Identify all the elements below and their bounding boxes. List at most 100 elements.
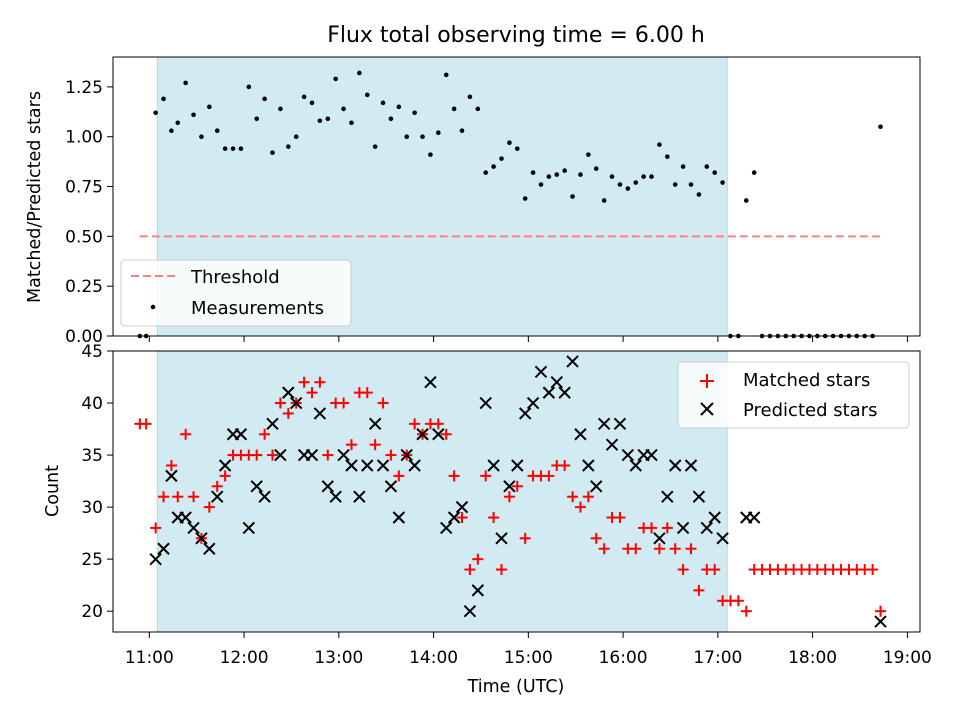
matched-star-point [448,470,460,482]
matched-star-point [322,449,334,461]
predicted-legend-label: Predicted stars [743,400,877,421]
matched-star-point [519,532,531,544]
measurement-point [293,134,299,140]
measurement-point [278,106,283,112]
predicted-star-point [400,448,413,462]
predicted-star-stroke-b [526,396,540,410]
measurement-point [665,154,670,159]
predicted-star-point [329,490,342,503]
predicted-star-point [361,459,374,472]
predicted-star-point [250,480,263,493]
measurement-point [522,196,528,201]
predicted-star-stroke-b [321,480,334,493]
measurement-point [214,128,220,134]
predicted-star-point [479,396,492,410]
measurement-point [420,134,425,140]
count-legend: Matched stars Predicted stars [677,361,910,429]
measurement-point [349,120,354,126]
predicted-star-point [582,459,595,472]
measurement-point [688,182,694,187]
matched-star-point [393,470,405,482]
measurement-point [436,130,441,136]
predicted-star-point [321,480,334,493]
matched-star-point [440,428,452,440]
predicted-star-point [495,532,508,545]
matched-star-point [306,387,318,399]
predicted-star-point [337,448,350,462]
predicted-star-stroke-b [597,417,611,431]
matched-star-point [211,480,223,492]
matched-star-point [582,491,594,503]
measurement-point [183,80,188,86]
predicted-star-point [669,459,682,472]
predicted-star-stroke-b [692,490,706,503]
predicted-star-stroke-b [149,552,162,566]
count-x-tick-label: 16:00 [599,648,648,668]
count-x-tick-label: 14:00 [409,648,458,668]
measurement-point [546,174,552,179]
matched-star-point [369,439,381,451]
predicted-star-stroke-b [179,511,192,524]
measurement-point [175,120,181,126]
measurement-point [372,144,378,149]
predicted-star-stroke-b [455,500,469,514]
count-y-ticks: 20 25 30 35 40 45 [81,342,113,622]
predicted-star-point [424,376,437,389]
count-y-tick-label: 40 [81,394,103,414]
predicted-star-point [218,459,232,472]
matched-star-point [219,470,231,482]
measurement-point [222,146,228,151]
predicted-star-point [455,500,469,514]
measurement-point [161,96,166,102]
matched-star-point [158,491,170,503]
matched-star-point [188,491,200,503]
predicted-star-stroke-b [613,417,627,431]
predicted-star-stroke-b [700,521,714,535]
predicted-star-stroke-b [487,459,500,472]
matched-star-point [574,501,586,513]
predicted-star-stroke-b [305,448,319,462]
predicted-star-point [384,480,398,493]
predicted-star-point [408,459,421,472]
predicted-star-point [542,386,556,399]
measurement-point [704,164,710,169]
count-x-tick-label: 11:00 [125,648,174,668]
count-legend-box [677,361,910,429]
x-axis-label: Time (UTC) [467,677,565,697]
predicted-star-stroke-b [471,584,485,597]
count-x-tick-label: 18:00 [788,648,837,668]
measurement-point [680,164,686,169]
matched-star-point [464,564,476,576]
ratio-y-tick-label: 0.25 [65,277,103,297]
matched-star-point [567,491,579,503]
predicted-star-stroke-b [676,521,690,535]
predicted-star-point [526,396,540,410]
measurements-legend-icon [150,304,156,310]
predicted-star-stroke-b [345,459,358,472]
measurement-point [207,104,212,110]
predicted-star-stroke-b [684,459,698,472]
predicted-star-stroke-b [368,417,382,431]
predicted-star-stroke-b [361,459,374,472]
measurement-point [467,94,473,100]
measurement-point [262,96,267,102]
measurement-point [451,106,457,112]
count-x-tick-label: 19:00 [883,648,932,668]
count-y-tick-label: 30 [81,498,103,518]
predicted-star-stroke-b [258,490,271,503]
predicted-star-stroke-b [518,407,532,420]
predicted-star-stroke-b [590,480,603,493]
predicted-star-point [195,532,208,545]
predicted-star-point [597,417,611,431]
count-y-axis-label: Count [43,465,63,517]
measurement-point [633,180,639,185]
predicted-star-stroke-b [337,448,350,462]
measurement-point [696,192,702,197]
ratio-y-tick-label: 1.00 [65,128,103,148]
count-x-ticks: 11:00 12:00 13:00 14:00 15:00 16:00 17:00 18:00… [125,632,932,668]
predicted-star-point [203,542,216,555]
predicted-star-point [653,532,666,545]
count-y-tick-label: 25 [81,550,103,570]
matched-star-point [377,397,389,409]
